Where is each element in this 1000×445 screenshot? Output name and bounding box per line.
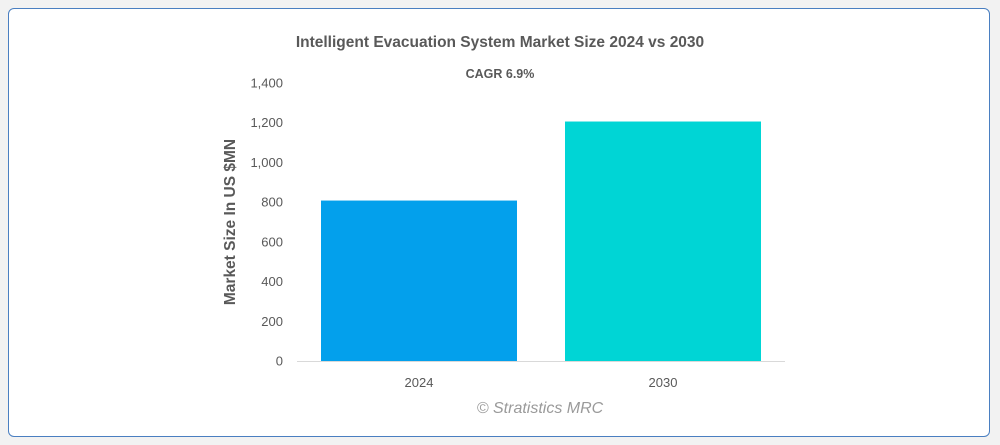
y-tick-label: 400 — [261, 274, 283, 289]
y-tick-label: 1,200 — [250, 115, 283, 130]
bar-series — [321, 121, 761, 361]
y-tick-label: 800 — [261, 195, 283, 210]
watermark: © Stratistics MRC — [476, 400, 604, 417]
x-tick-label: 2024 — [405, 375, 434, 390]
y-tick-label: 1,400 — [250, 76, 283, 91]
y-tick-label: 600 — [261, 234, 283, 249]
chart-title: Intelligent Evacuation System Market Siz… — [295, 34, 705, 51]
y-tick-label: 1,000 — [250, 155, 283, 170]
y-tick-label: 0 — [276, 354, 283, 369]
y-tick-label: 200 — [261, 314, 283, 329]
x-axis-ticks: 2024 2030 — [405, 375, 678, 390]
bar-2024 — [321, 200, 517, 361]
bar-2030 — [565, 121, 761, 361]
y-axis-ticks: 0 200 400 600 800 1,000 1,200 1,400 — [250, 76, 283, 369]
chart-subtitle: CAGR 6.9% — [465, 67, 535, 81]
x-tick-label: 2030 — [649, 375, 678, 390]
y-axis-title: Market Size In US $MN — [222, 139, 239, 305]
